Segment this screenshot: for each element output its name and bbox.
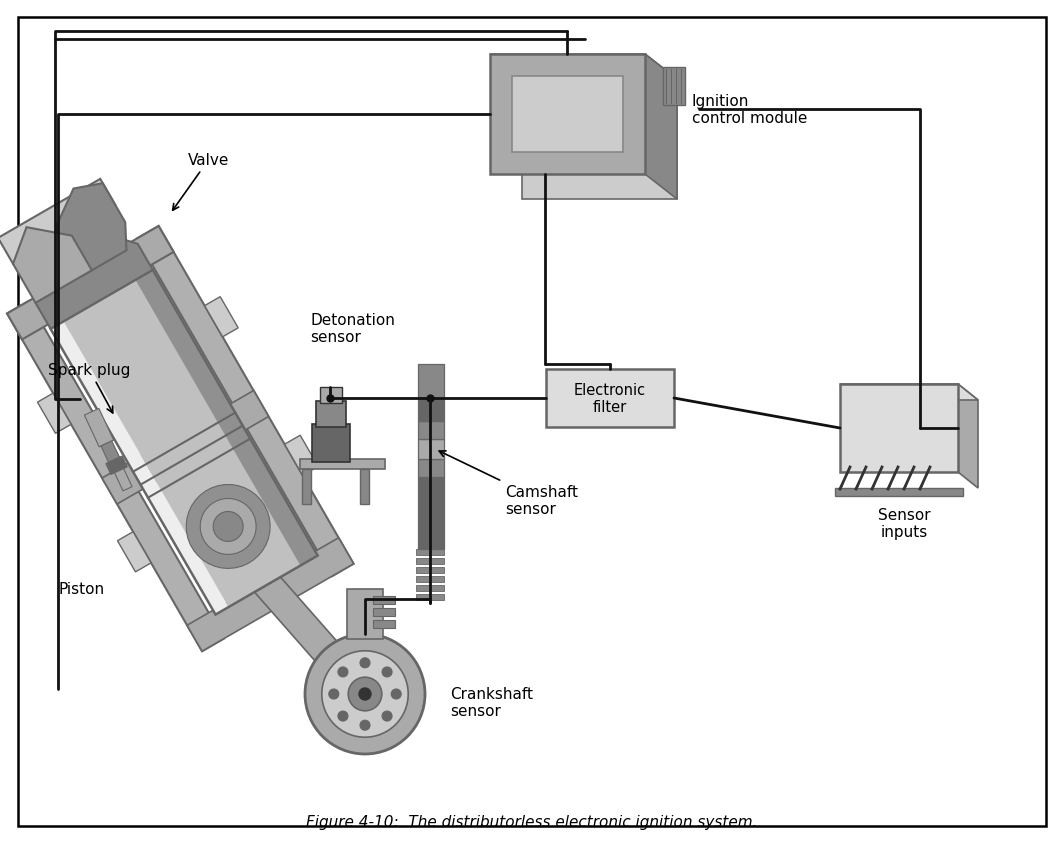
Polygon shape — [200, 499, 256, 555]
Polygon shape — [284, 436, 318, 476]
Polygon shape — [491, 55, 677, 80]
Circle shape — [360, 658, 370, 668]
Polygon shape — [0, 180, 115, 264]
Circle shape — [382, 667, 392, 677]
Polygon shape — [7, 227, 173, 340]
Polygon shape — [204, 297, 238, 338]
Text: Electronic
filter: Electronic filter — [573, 382, 646, 414]
Bar — [416, 549, 444, 555]
Circle shape — [359, 688, 371, 701]
Polygon shape — [50, 322, 229, 614]
Bar — [373, 597, 395, 604]
Polygon shape — [839, 385, 958, 473]
Polygon shape — [13, 228, 92, 304]
Circle shape — [321, 651, 409, 738]
Polygon shape — [186, 485, 270, 569]
Polygon shape — [55, 184, 127, 276]
Text: Valve: Valve — [172, 153, 230, 211]
Bar — [416, 576, 444, 582]
Bar — [302, 469, 311, 505]
Text: Figure 4-10:  The distributorless electronic ignition system.: Figure 4-10: The distributorless electro… — [306, 814, 758, 829]
Polygon shape — [37, 393, 71, 434]
Text: Spark plug: Spark plug — [48, 363, 131, 414]
Polygon shape — [137, 227, 353, 576]
Bar — [418, 440, 444, 459]
Polygon shape — [102, 391, 268, 505]
Polygon shape — [115, 469, 132, 491]
Bar — [320, 387, 342, 403]
Circle shape — [360, 720, 370, 730]
Circle shape — [392, 690, 401, 699]
Circle shape — [338, 711, 348, 722]
Bar — [418, 459, 444, 478]
Polygon shape — [117, 532, 151, 572]
Bar — [416, 567, 444, 573]
Polygon shape — [958, 385, 978, 489]
Bar — [300, 459, 385, 469]
Polygon shape — [839, 385, 978, 401]
Polygon shape — [101, 441, 119, 463]
Bar — [360, 469, 369, 505]
Bar — [418, 365, 444, 399]
Polygon shape — [522, 80, 677, 200]
Bar — [416, 594, 444, 600]
Bar — [546, 370, 674, 428]
Polygon shape — [213, 512, 244, 542]
Bar — [663, 68, 684, 106]
Circle shape — [329, 690, 338, 699]
Text: Camshaft
sensor: Camshaft sensor — [439, 452, 578, 517]
Circle shape — [338, 667, 348, 677]
Text: Piston: Piston — [59, 582, 104, 597]
Text: Detonation
sensor: Detonation sensor — [310, 312, 395, 344]
Bar — [416, 585, 444, 592]
Polygon shape — [64, 270, 318, 608]
Bar — [416, 559, 444, 565]
Circle shape — [348, 678, 382, 711]
Circle shape — [382, 711, 392, 722]
Bar — [835, 489, 963, 496]
Bar — [347, 589, 383, 639]
Bar — [316, 402, 346, 428]
Bar — [373, 609, 395, 616]
Bar — [418, 421, 444, 440]
Bar — [312, 425, 350, 463]
Bar — [373, 620, 395, 628]
Circle shape — [305, 634, 425, 754]
Polygon shape — [84, 408, 114, 447]
Polygon shape — [35, 233, 153, 329]
Bar — [418, 399, 444, 421]
Bar — [512, 77, 624, 153]
Polygon shape — [7, 301, 223, 652]
Polygon shape — [135, 270, 318, 566]
Text: Ignition
control module: Ignition control module — [692, 94, 808, 126]
Polygon shape — [254, 577, 365, 688]
Text: Crankshaft
sensor: Crankshaft sensor — [450, 686, 533, 718]
Polygon shape — [491, 55, 645, 175]
Text: Sensor
inputs: Sensor inputs — [878, 507, 930, 540]
Polygon shape — [645, 55, 677, 200]
Polygon shape — [187, 538, 353, 652]
Bar — [418, 478, 444, 549]
Polygon shape — [105, 457, 128, 475]
